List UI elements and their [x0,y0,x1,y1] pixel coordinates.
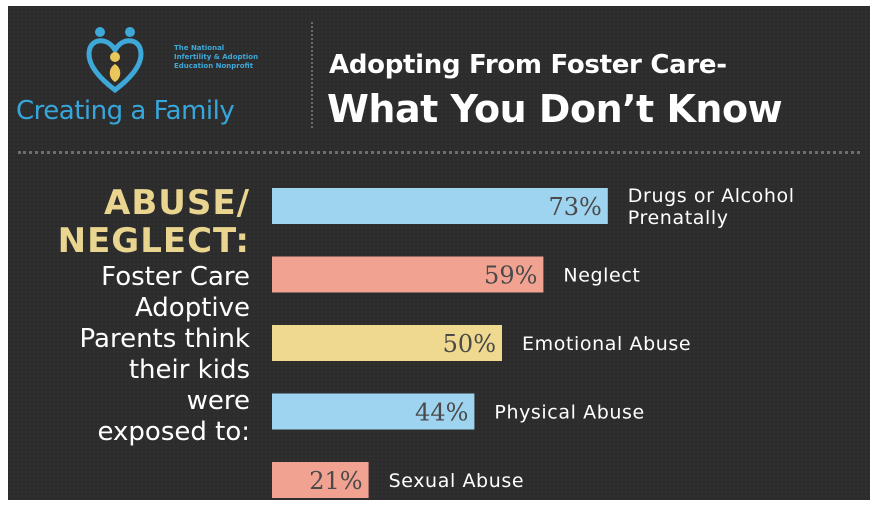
org-line: The National [174,44,225,52]
bar-row: 50% Emotional Abuse [272,325,691,361]
bar-row: 21% Sexual Abuse [272,462,524,498]
side-heading-line2: NEGLECT: [57,221,250,261]
bar-value-label: 21% [309,467,362,495]
bar-category-label: Physical Abuse [494,402,644,424]
bar-category-label: Emotional Abuse [522,333,691,355]
org-tagline: The National Infertility & Adoption Educ… [174,44,304,71]
side-body-line: Parents think [79,324,250,354]
bar-category-label: Prenatally [628,207,729,229]
side-body-line: their kids [128,355,250,385]
bar-category-label: Neglect [563,265,640,287]
bar-value-label: 50% [443,330,496,358]
bar [272,188,608,224]
header: The National Infertility & Adoption Educ… [8,6,870,146]
bar [272,256,544,293]
bar [272,462,369,498]
brand-name: Creating a Family [16,96,235,126]
side-body: Foster Care Adoptive Parents think their… [28,262,250,448]
side-body-line: exposed to: [97,417,250,447]
bar-value-label: 44% [415,399,468,427]
side-body-line: Foster Care [101,262,250,292]
bar-row: 44% Physical Abuse [272,393,644,430]
side-body-line: were [186,386,250,416]
bar-value-label: 59% [484,262,537,290]
org-line: Education Nonprofit [174,62,254,70]
side-heading-line1: ABUSE/ [104,183,250,223]
org-line: Infertility & Adoption [174,53,259,61]
bar [272,393,475,430]
bar-category-label: Sexual Abuse [389,470,525,492]
page-title-line1: Adopting From Foster Care- [329,50,727,80]
bar-value-label: 73% [548,193,601,221]
header-divider [311,22,313,128]
bar-row: 59% Neglect [272,256,640,293]
bar [272,325,502,361]
page-title-line2: What You Don’t Know [327,87,783,131]
bar-category-label: Drugs or Alcohol [628,185,795,207]
infographic-canvas: The National Infertility & Adoption Educ… [8,6,870,500]
side-body-line: Adoptive [134,293,250,323]
section-divider [18,151,860,154]
side-caption: ABUSE/ NEGLECT: Foster Care Adoptive Par… [28,184,250,448]
family-heart-icon [86,27,144,94]
creating-a-family-logo: The National Infertility & Adoption Educ… [16,16,306,136]
